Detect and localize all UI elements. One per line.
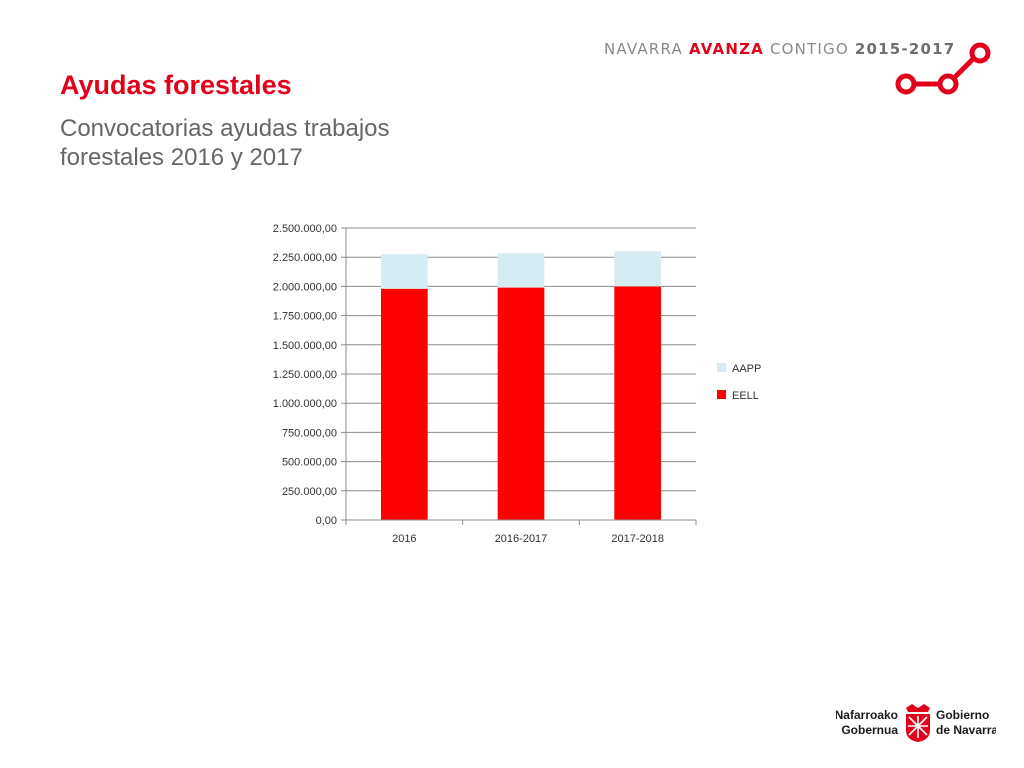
government-logo: Nafarroako Gobernua Gobierno de Navarra xyxy=(836,704,996,742)
x-tick-label: 2016 xyxy=(392,533,416,545)
legend-label-eell: EELL xyxy=(732,390,759,402)
navarra-coat-of-arms-icon xyxy=(906,704,930,742)
nodes-link-icon xyxy=(895,42,991,95)
x-tick-label: 2016-2017 xyxy=(495,533,548,545)
y-tick-label: 750.000,00 xyxy=(282,427,337,439)
y-tick-label: 1.500.000,00 xyxy=(273,340,337,352)
logo-text-nafarroako: Nafarroako xyxy=(836,708,898,722)
bars xyxy=(381,251,661,520)
y-tick-label: 250.000,00 xyxy=(282,486,337,498)
y-tick-label: 1.750.000,00 xyxy=(273,311,337,323)
bar-eell-2017-2018 xyxy=(614,286,661,520)
slide-subtitle: Convocatorias ayudas trabajos forestales… xyxy=(60,115,390,171)
stacked-bar-chart: 0,00 250.000,00 500.000,00 750.000,00 1.000.… xyxy=(273,223,762,545)
logo-text-gobierno: Gobierno xyxy=(936,708,989,722)
tagline-navarra: NAVARRA xyxy=(604,40,683,58)
tagline-contigo: CONTIGO xyxy=(769,40,849,58)
bar-eell-2016 xyxy=(381,288,428,520)
y-tick-label: 2.500.000,00 xyxy=(273,223,337,235)
y-tick-label: 0,00 xyxy=(316,515,337,527)
legend-swatch-eell xyxy=(717,390,726,399)
slide-title: Ayudas forestales xyxy=(60,70,292,100)
y-tick-label: 2.000.000,00 xyxy=(273,281,337,293)
legend-label-aapp: AAPP xyxy=(732,363,761,375)
y-tick-label: 500.000,00 xyxy=(282,457,337,469)
bar-aapp-2016-2017 xyxy=(497,253,545,288)
legend-swatch-aapp xyxy=(717,363,726,372)
y-tick-label: 1.000.000,00 xyxy=(273,398,337,410)
logo-text-gobernua: Gobernua xyxy=(841,723,898,737)
y-tick-label: 1.250.000,00 xyxy=(273,369,337,381)
tagline-years: 2015-2017 xyxy=(854,40,956,58)
axes: 0,00 250.000,00 500.000,00 750.000,00 1.000.… xyxy=(273,223,697,545)
bar-aapp-2016 xyxy=(381,254,428,289)
header-tagline: NAVARRA AVANZA CONTIGO 2015-2017 xyxy=(604,40,955,58)
bar-aapp-2017-2018 xyxy=(614,251,661,287)
tagline-avanza: AVANZA xyxy=(688,40,764,58)
legend: AAPP EELL xyxy=(717,363,761,402)
logo-text-de-navarra: de Navarra xyxy=(936,723,996,737)
y-tick-label: 2.250.000,00 xyxy=(273,252,337,264)
bar-eell-2016-2017 xyxy=(497,287,545,520)
x-tick-label: 2017-2018 xyxy=(611,533,664,545)
